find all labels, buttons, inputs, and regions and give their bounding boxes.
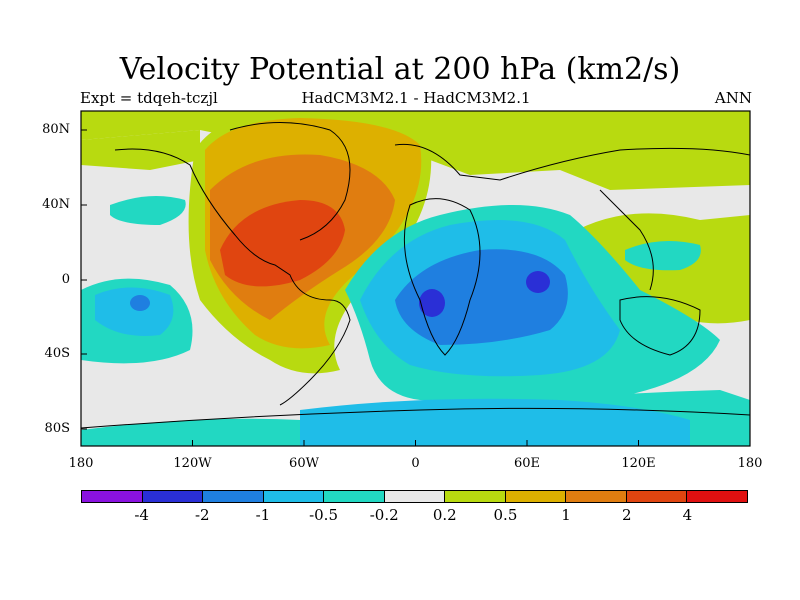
colorbar-label: -2: [194, 506, 210, 524]
colorbar-swatch: [203, 491, 264, 502]
coastlines: [81, 122, 750, 429]
map-title: Velocity Potential at 200 hPa (km2/s): [119, 52, 681, 87]
colorbar-swatch: [324, 491, 385, 502]
lat-tick-label: 0: [61, 272, 70, 287]
colorbar-label: -1: [255, 506, 271, 524]
colorbar-swatch: [626, 491, 688, 502]
lat-tick-label: 80N: [42, 122, 70, 137]
experiment-label: Expt = tdqeh-tczjl: [80, 89, 218, 107]
colorbar-label: 1: [561, 506, 571, 524]
lon-tick-label: 0: [411, 456, 420, 471]
colorbar-label: -0.5: [309, 506, 338, 524]
axis-ticks: [80, 129, 751, 446]
colorbar-swatch: [142, 491, 204, 502]
lon-tick-label: 180: [68, 456, 94, 471]
colorbar: [81, 490, 748, 503]
colorbar-swatch: [566, 491, 627, 502]
colorbar-swatch: [445, 491, 506, 502]
colorbar-label: -0.2: [369, 506, 399, 524]
colorbar-label: 2: [621, 506, 632, 524]
model-label: HadCM3M2.1 - HadCM3M2.1: [301, 89, 531, 107]
lon-tick-label: 60W: [289, 456, 319, 471]
colorbar-label: 0.2: [432, 506, 457, 524]
colorbar-swatch: [384, 491, 446, 502]
lon-tick-label: 120E: [621, 456, 656, 471]
colorbar-label: -4: [134, 506, 149, 524]
lat-tick-label: 40N: [42, 197, 70, 212]
contour-fill: [81, 111, 750, 446]
colorbar-swatch: [687, 491, 748, 502]
lon-tick-label: 180: [737, 456, 763, 471]
season-label: ANN: [714, 89, 752, 107]
colorbar-label: 0.5: [493, 506, 518, 524]
colorbar-swatch: [263, 491, 325, 502]
colorbar-swatch: [505, 491, 567, 502]
lon-tick-label: 60E: [513, 456, 541, 471]
lon-tick-label: 120W: [173, 456, 212, 471]
colorbar-swatch: [82, 491, 143, 502]
colorbar-label: 4: [682, 506, 693, 524]
lat-tick-label: 80S: [44, 421, 70, 436]
lat-tick-label: 40S: [44, 346, 70, 361]
